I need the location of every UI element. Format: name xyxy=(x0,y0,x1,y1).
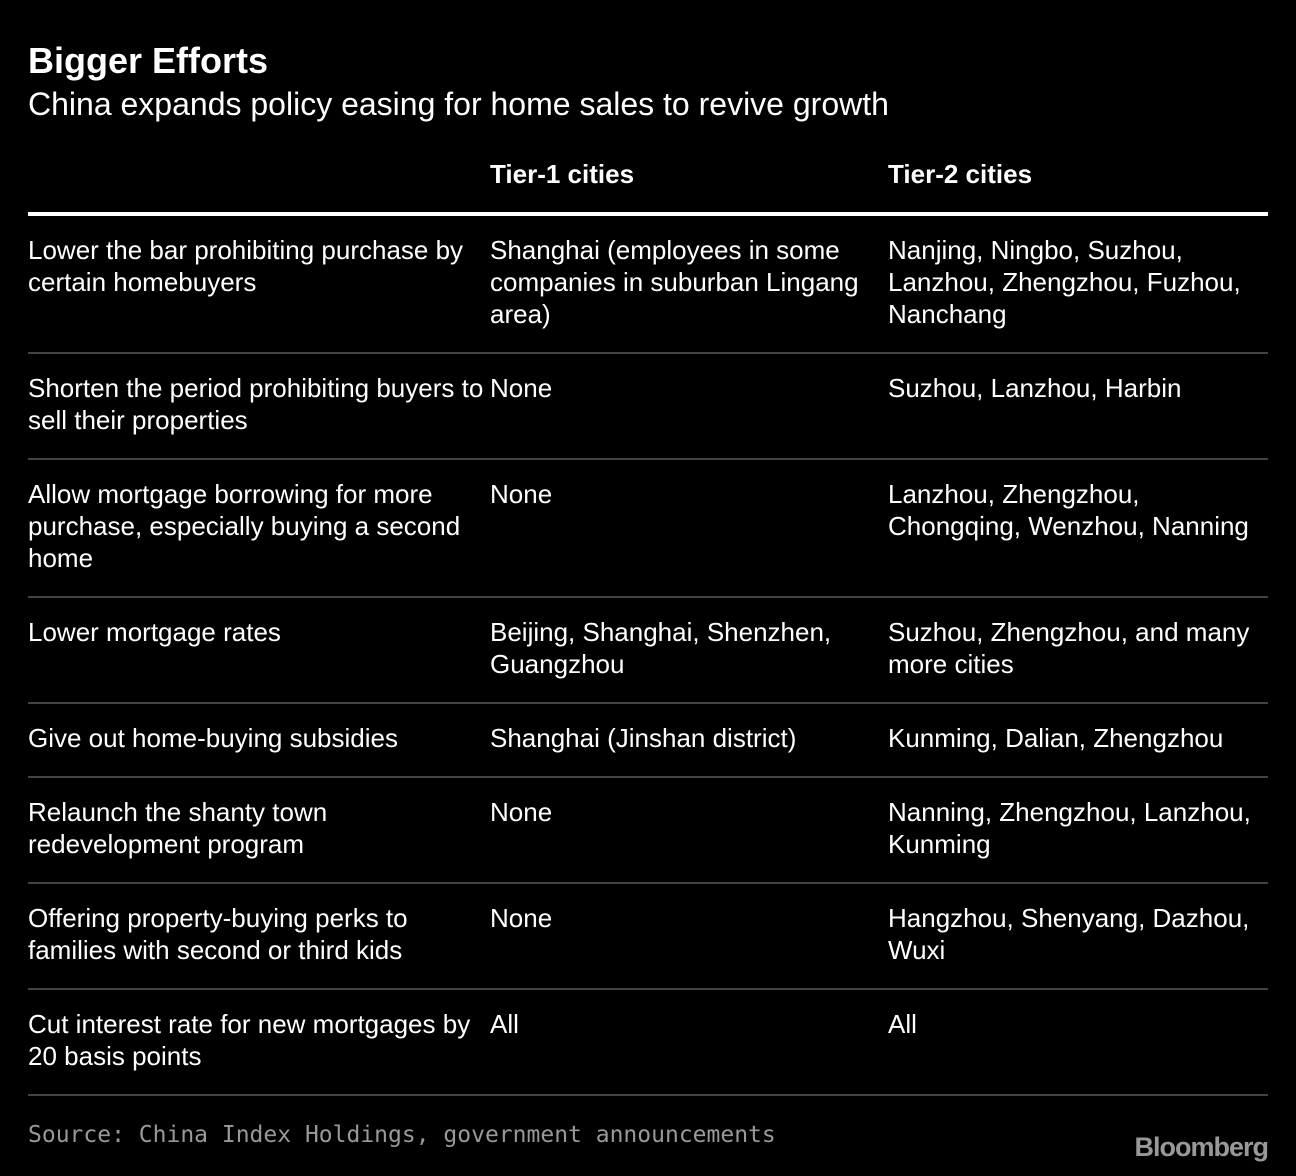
table-cell: None xyxy=(490,353,888,460)
table-head: Tier-1 cities Tier-2 cities xyxy=(28,150,1268,216)
table-cell: Shorten the period prohibiting buyers to… xyxy=(28,353,490,460)
table-cell: All xyxy=(888,989,1268,1096)
column-header: Tier-2 cities xyxy=(888,150,1268,216)
table-cell: All xyxy=(490,989,888,1096)
column-header: Tier-1 cities xyxy=(490,150,888,216)
table-cell: Shanghai (Jinshan district) xyxy=(490,703,888,778)
table-cell: Give out home-buying subsidies xyxy=(28,703,490,778)
table-row: Shorten the period prohibiting buyers to… xyxy=(28,353,1268,460)
logo: Bloomberg xyxy=(1134,1132,1269,1162)
table-cell: Nanning, Zhengzhou, Lanzhou, Kunming xyxy=(888,777,1268,884)
policy-table: Tier-1 cities Tier-2 cities Lower the bar… xyxy=(28,150,1268,1096)
table-cell: None xyxy=(490,459,888,598)
table-row: Allow mortgage borrowing for more purcha… xyxy=(28,459,1268,598)
table-row: Give out home-buying subsidies Shanghai (… xyxy=(28,703,1268,778)
source-note: Source: China Index Holdings, government… xyxy=(28,1122,776,1148)
table-cell: Lower the bar prohibiting purchase by ce… xyxy=(28,214,490,354)
subtitle: China expands policy easing for home sal… xyxy=(28,86,889,122)
table-cell: Cut interest rate for new mortgages by 2… xyxy=(28,989,490,1096)
table-row: Offering property-buying perks to famili… xyxy=(28,883,1268,990)
table-cell: Beijing, Shanghai, Shenzhen, Guangzhou xyxy=(490,597,888,704)
header-row: Tier-1 cities Tier-2 cities xyxy=(28,150,1268,216)
table-cell: Relaunch the shanty town redevelopment p… xyxy=(28,777,490,884)
table-body: Lower the bar prohibiting purchase by ce… xyxy=(28,214,1268,1096)
column-header xyxy=(28,150,490,216)
table-row: Cut interest rate for new mortgages by 2… xyxy=(28,989,1268,1096)
table-cell: Shanghai (employees in some companies in… xyxy=(490,214,888,354)
table-cell: Hangzhou, Shenyang, Dazhou, Wuxi xyxy=(888,883,1268,990)
table-row: Lower the bar prohibiting purchase by ce… xyxy=(28,214,1268,354)
table-cell: Lower mortgage rates xyxy=(28,597,490,704)
table-cell: Offering property-buying perks to famili… xyxy=(28,883,490,990)
table-row: Relaunch the shanty town redevelopment p… xyxy=(28,777,1268,884)
table-row: Lower mortgage rates Beijing, Shanghai, S… xyxy=(28,597,1268,704)
table-cell: Suzhou, Zhengzhou, and many more cities xyxy=(888,597,1268,704)
table-cell: Lanzhou, Zhengzhou, Chongqing, Wenzhou, … xyxy=(888,459,1268,598)
title: Bigger Efforts xyxy=(28,40,269,81)
table-cell: Kunming, Dalian, Zhengzhou xyxy=(888,703,1268,778)
table-cell: Allow mortgage borrowing for more purcha… xyxy=(28,459,490,598)
table-cell: Nanjing, Ningbo, Suzhou, Lanzhou, Zhengz… xyxy=(888,214,1268,354)
table-cell: None xyxy=(490,777,888,884)
table-cell: Suzhou, Lanzhou, Harbin xyxy=(888,353,1268,460)
table-cell: None xyxy=(490,883,888,990)
